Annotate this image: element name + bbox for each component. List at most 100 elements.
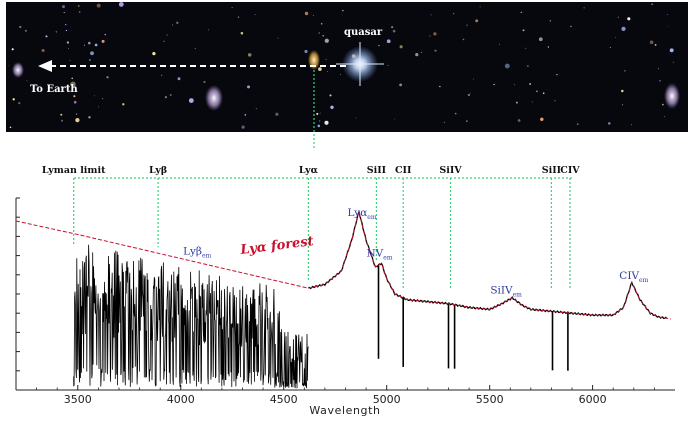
spiral-galaxy-far-left: [12, 62, 24, 78]
forest-label: Lyα forest: [239, 234, 315, 258]
x-tick-label: 5000: [373, 393, 401, 406]
background-galaxy: [583, 7, 585, 9]
background-galaxy: [122, 103, 125, 106]
absorber-label: SiIV: [439, 165, 462, 176]
background-galaxy: [608, 122, 611, 125]
background-galaxy: [617, 16, 619, 18]
emission-label: Lyβem: [183, 245, 211, 259]
background-galaxy: [237, 16, 240, 18]
background-galaxy: [312, 14, 314, 16]
background-galaxy: [663, 116, 665, 118]
background-galaxy: [166, 34, 168, 36]
background-galaxy: [621, 89, 624, 93]
background-galaxy: [316, 112, 319, 115]
background-galaxy: [320, 22, 323, 25]
background-galaxy: [231, 6, 233, 9]
background-galaxy: [98, 106, 99, 108]
absorber-markers: Lyman limit Lyβ Lyα SiII CII SiIV SiII CIV: [42, 165, 580, 290]
background-galaxy: [549, 20, 551, 22]
background-galaxy: [570, 25, 572, 28]
background-galaxy: [18, 101, 21, 105]
background-galaxy: [194, 47, 196, 49]
background-galaxy: [666, 13, 668, 16]
background-galaxy: [71, 77, 73, 80]
background-galaxy: [76, 113, 78, 115]
background-galaxy: [26, 80, 28, 82]
background-galaxy: [517, 119, 521, 122]
background-galaxy: [429, 35, 431, 37]
spiral-galaxy-left: [205, 85, 223, 111]
background-galaxy: [622, 104, 623, 106]
background-galaxy: [171, 24, 173, 26]
background-galaxy: [515, 101, 518, 104]
background-galaxy: [621, 26, 626, 32]
background-galaxy: [538, 37, 543, 42]
background-galaxy: [70, 81, 76, 87]
metal-absorption-lines: [377, 265, 569, 371]
background-galaxy: [342, 9, 344, 12]
background-galaxy: [101, 39, 105, 43]
background-galaxy: [454, 112, 457, 115]
background-galaxy: [609, 46, 611, 48]
absorber-label: SiII: [367, 165, 387, 176]
background-galaxy: [73, 100, 77, 104]
background-galaxy: [60, 113, 63, 116]
background-galaxy: [330, 105, 334, 109]
background-galaxy: [554, 100, 556, 102]
background-galaxy: [386, 39, 391, 44]
background-galaxy: [522, 29, 525, 32]
background-galaxy: [378, 44, 380, 47]
background-galaxy: [466, 120, 468, 122]
background-galaxy: [531, 101, 533, 103]
background-galaxy: [241, 125, 245, 129]
background-galaxy: [668, 26, 670, 27]
background-galaxy: [547, 46, 550, 48]
background-galaxy: [94, 43, 98, 47]
background-galaxy: [304, 11, 309, 16]
background-galaxy: [322, 34, 325, 37]
background-galaxy: [9, 126, 12, 129]
background-galaxy: [324, 38, 329, 43]
background-galaxy: [41, 48, 45, 53]
background-galaxy: [203, 80, 206, 84]
background-galaxy: [340, 74, 341, 76]
background-galaxy: [399, 45, 403, 49]
background-galaxy: [514, 84, 516, 86]
quasar-label: quasar: [344, 27, 383, 38]
background-galaxy: [479, 6, 481, 8]
spectrum-line: [308, 211, 668, 320]
x-tick-label: 4000: [167, 393, 195, 406]
background-galaxy: [152, 51, 156, 56]
background-galaxy: [78, 5, 80, 7]
background-galaxy: [65, 23, 67, 26]
background-galaxy: [327, 70, 329, 73]
absorber-label: CII: [395, 165, 412, 176]
absorber-label: SiII: [542, 165, 562, 176]
background-galaxy: [355, 117, 357, 119]
background-galaxy: [106, 76, 109, 79]
background-galaxy: [469, 92, 471, 94]
background-galaxy: [254, 14, 256, 16]
emission-label: Lyαem: [347, 207, 376, 221]
background-galaxy: [164, 96, 167, 99]
background-galaxy: [319, 120, 321, 122]
background-galaxy: [277, 37, 279, 39]
x-axis-title: Wavelength: [309, 404, 380, 417]
emission-label: NVem: [366, 248, 392, 262]
background-galaxy: [576, 123, 579, 126]
background-galaxy: [104, 33, 106, 36]
background-galaxy: [247, 85, 250, 89]
background-galaxy: [499, 43, 500, 45]
background-galaxy: [527, 65, 529, 67]
background-galaxy: [102, 98, 104, 100]
background-galaxy: [392, 29, 396, 33]
background-galaxy: [177, 77, 181, 81]
background-galaxy: [73, 95, 76, 98]
background-galaxy: [66, 41, 69, 44]
background-galaxy: [391, 26, 394, 29]
background-galaxy: [65, 29, 68, 32]
x-tick-label: 6000: [579, 393, 607, 406]
background-galaxy: [394, 118, 395, 120]
absorber-label: Lyβ: [149, 165, 167, 176]
background-galaxy: [317, 124, 321, 128]
